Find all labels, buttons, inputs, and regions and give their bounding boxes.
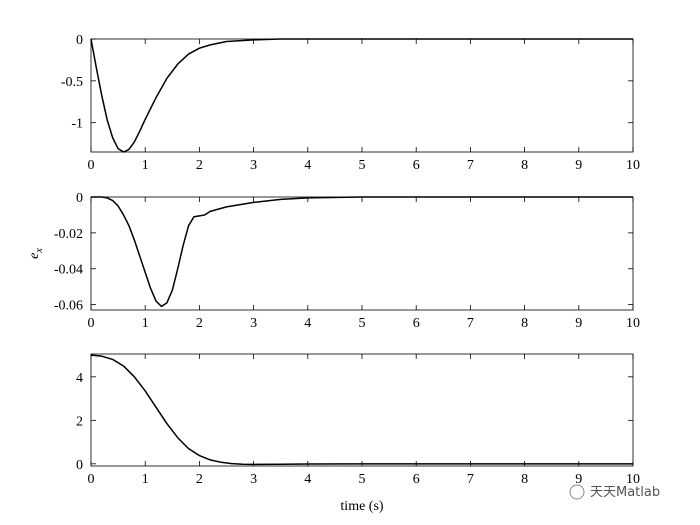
x-tick-label: 6: [413, 158, 420, 173]
x-tick-label: 1: [142, 158, 149, 173]
y-axis-label-sub: x: [34, 248, 45, 254]
y-tick-label: -0.04: [54, 263, 83, 278]
x-tick-label: 10: [626, 316, 640, 331]
line: [91, 196, 633, 308]
watermark-icon: [569, 484, 585, 500]
x-tick-label: 8: [521, 158, 528, 173]
x-tick-label: 3: [250, 472, 257, 487]
x-tick-label: 8: [521, 316, 528, 331]
x-tick-label: 4: [304, 472, 311, 487]
x-tick-label: 2: [196, 472, 203, 487]
x-tick-label: 7: [467, 158, 474, 173]
watermark: 天天Matlab: [590, 485, 660, 500]
x-tick-label: 3: [250, 316, 257, 331]
x-tick-label: 0: [88, 472, 95, 487]
y-tick-label: 4: [76, 371, 83, 386]
x-tick-label: 2: [196, 316, 203, 331]
x-tick-label: 3: [250, 158, 257, 173]
x-tick-label: 8: [521, 472, 528, 487]
x-tick-label: 7: [467, 472, 474, 487]
x-tick-label: 9: [575, 472, 582, 487]
x-tick-label: 7: [467, 316, 474, 331]
plot-frame: [90, 196, 634, 311]
y-axis-label: ex: [27, 248, 45, 259]
y-tick-label: 0: [76, 458, 83, 473]
x-tick-label: 0: [88, 316, 95, 331]
x-tick-label: 2: [196, 158, 203, 173]
plot-frame: [90, 353, 634, 467]
y-tick-label: -0.5: [61, 75, 83, 90]
y-tick-label: 0: [76, 33, 83, 48]
x-tick-label: 0: [88, 158, 95, 173]
x-tick-label: 6: [413, 316, 420, 331]
x-tick-label: 5: [359, 472, 366, 487]
x-tick-label: 10: [626, 158, 640, 173]
y-tick-label: -0.06: [54, 299, 83, 314]
x-tick-label: 1: [142, 472, 149, 487]
x-tick-label: 1: [142, 316, 149, 331]
y-tick-label: 2: [76, 414, 83, 429]
x-tick-label: 10: [626, 472, 640, 487]
x-tick-label: 6: [413, 472, 420, 487]
y-tick-label: -1: [71, 117, 83, 132]
y-tick-label: -0.02: [54, 227, 83, 242]
y-axis-label-base: e: [27, 253, 42, 259]
x-tick-label: 5: [359, 158, 366, 173]
line: [90, 38, 633, 153]
x-tick-label: 5: [359, 316, 366, 331]
plot-frame: [90, 38, 634, 153]
x-tick-label: 9: [575, 316, 582, 331]
x-tick-label: 4: [304, 158, 311, 173]
x-tick-label: 9: [575, 158, 582, 173]
x-axis-label: time (s): [340, 499, 383, 514]
y-tick-label: 0: [76, 191, 83, 206]
x-tick-label: 4: [304, 316, 311, 331]
line: [90, 354, 633, 466]
